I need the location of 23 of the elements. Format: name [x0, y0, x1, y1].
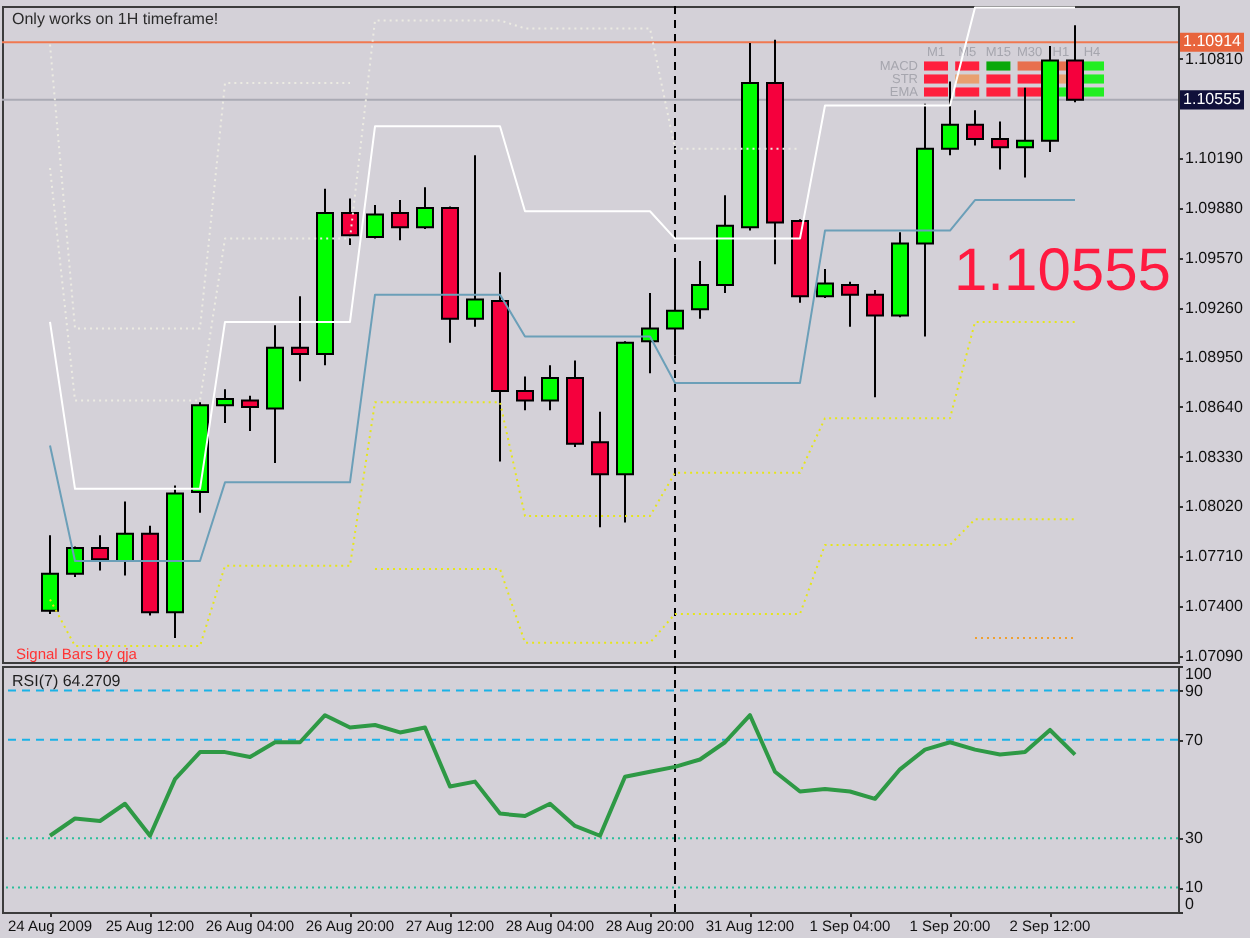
- y-tick-label: 1.09880: [1185, 199, 1244, 218]
- ref-line-label: 1.10914: [1183, 32, 1243, 51]
- y-tick-label: 1.10810: [1185, 49, 1244, 68]
- y-tick-label: 90: [1185, 681, 1204, 700]
- y-tick-label: 1.07400: [1185, 596, 1244, 615]
- y-tick-label: 0: [1185, 895, 1195, 913]
- y-tick-label: 100: [1185, 665, 1213, 683]
- y-tick-label: 1.07710: [1185, 547, 1244, 566]
- y-tick-label: 1.09260: [1185, 298, 1244, 317]
- y-tick-label: 1.09570: [1185, 248, 1244, 267]
- y-tick-label: 1.08330: [1185, 447, 1244, 466]
- y-tick-label: 1.10190: [1185, 149, 1244, 168]
- y-tick-label: 1.08950: [1185, 348, 1244, 367]
- y-tick-label: 1.08640: [1185, 397, 1244, 416]
- annotation: Only works on 1H timeframe!: [12, 10, 219, 28]
- y-tick-label: 30: [1185, 829, 1204, 848]
- annotation: 1.10555: [954, 238, 1171, 304]
- chart-title: RSI(7) 64.2709: [12, 672, 122, 690]
- y-tick-label: 1.07090: [1185, 646, 1244, 665]
- ref-line-label: 1.10555: [1183, 89, 1243, 108]
- y-tick-label: 10: [1185, 878, 1204, 897]
- y-tick-label: 1.08020: [1185, 497, 1244, 516]
- y-tick-label: 70: [1185, 730, 1204, 749]
